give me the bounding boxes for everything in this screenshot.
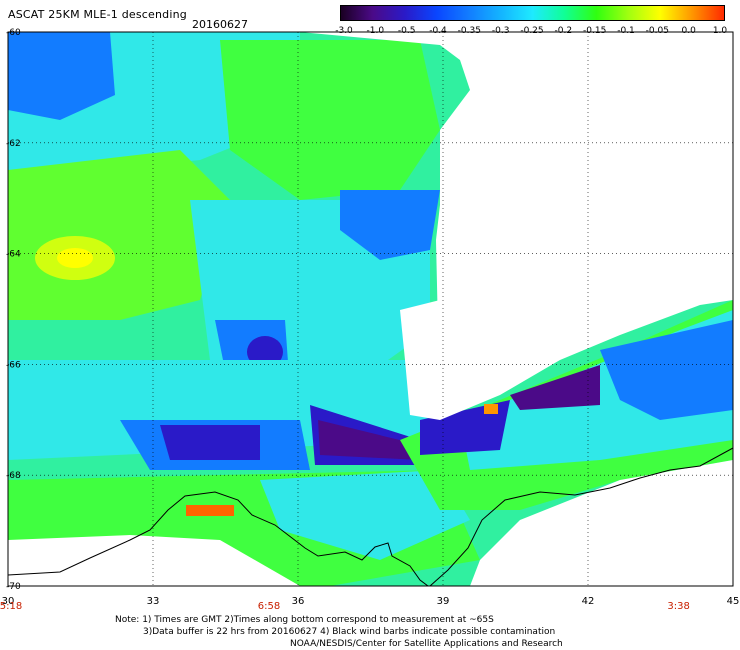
- lat-tick-label: -70: [6, 582, 21, 592]
- lon-tick-label: 45: [727, 596, 740, 607]
- map-date: 20160627: [192, 18, 248, 31]
- axis-labels: 30 33 36 39 42 45 -60 -62 -64 -66 -68 -70 5:18 6:58 3:…: [0, 28, 739, 612]
- lat-tick-label: -64: [6, 250, 21, 260]
- lon-tick-label: 36: [292, 596, 305, 607]
- colorbar-label: -1.0: [366, 26, 385, 36]
- data-field-cyan-coast: [260, 470, 470, 560]
- data-field-orange-coast: [186, 505, 234, 516]
- data-field-orange-spot: [484, 404, 498, 414]
- data-field-purple-shelf: [318, 420, 420, 460]
- colorbar-label: -0.2: [554, 26, 573, 36]
- colorbar: [340, 5, 725, 21]
- map-area: [8, 32, 733, 586]
- colorbar-label: -3.0: [335, 26, 353, 36]
- colorbar-label: -0.4: [429, 26, 447, 36]
- time-label: 3:38: [667, 601, 689, 612]
- no-data-southwest: [8, 535, 300, 586]
- colorbar-label: 0.0: [681, 26, 696, 36]
- time-label: 5:18: [0, 601, 22, 612]
- data-field-east-blue: [600, 320, 733, 420]
- data-field-east-purple: [510, 365, 600, 410]
- data-field-yellow-core: [57, 248, 93, 268]
- lat-tick-label: -66: [6, 360, 21, 370]
- time-label: 6:58: [258, 601, 280, 612]
- no-data-east-south: [470, 460, 733, 586]
- map-grid: [8, 32, 733, 586]
- colorbar-label: -0.05: [645, 26, 669, 36]
- lat-tick-label: -68: [6, 471, 21, 481]
- coastline: [8, 491, 429, 586]
- lon-tick-label: 33: [147, 596, 160, 607]
- data-field-navy-south: [160, 425, 260, 460]
- colorbar-label: -0.25: [520, 26, 544, 36]
- data-field-blue-center: [340, 190, 440, 260]
- lon-tick-label: 30: [2, 596, 15, 607]
- map-title: ASCAT 25KM MLE-1 descending: [8, 8, 187, 21]
- colorbar-label: -0.5: [397, 26, 416, 36]
- lat-tick-label: -62: [6, 139, 21, 149]
- coastline-east: [429, 447, 733, 586]
- colorbar-label: -0.3: [491, 26, 510, 36]
- data-field-blue-nw: [8, 32, 115, 120]
- lon-tick-label: 42: [582, 596, 595, 607]
- lat-tick-label: -60: [6, 28, 21, 38]
- lon-tick-label: 39: [437, 596, 450, 607]
- plot-frame: [7, 31, 734, 587]
- data-field-green-center: [220, 40, 440, 200]
- colorbar-label: -0.15: [583, 26, 607, 36]
- no-data-region: [300, 32, 733, 420]
- no-data-notch: [400, 300, 440, 420]
- footer-credit: NOAA/NESDIS/Center for Satellite Applica…: [290, 639, 563, 649]
- colorbar-label: -0.35: [457, 26, 481, 36]
- footer-note-line2: 3)Data buffer is 22 hrs from 20160627 4)…: [143, 627, 556, 637]
- footer-note-line1: Note: 1) Times are GMT 2)Times along bot…: [115, 615, 494, 625]
- colorbar-label: -0.1: [617, 26, 635, 36]
- colorbar-label: 1.0: [712, 26, 728, 36]
